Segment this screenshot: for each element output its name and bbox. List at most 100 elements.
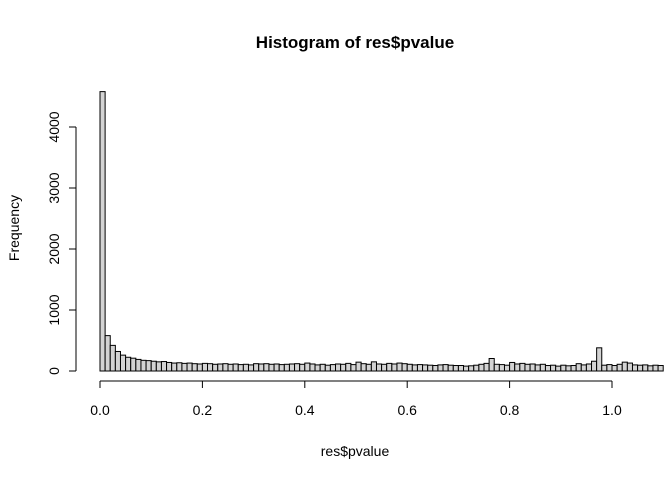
histogram-bar — [580, 364, 587, 372]
histogram-bar — [375, 363, 383, 372]
histogram-bar — [463, 365, 470, 372]
histogram-bar — [350, 364, 357, 372]
histogram-bar — [268, 363, 275, 372]
histogram-bar — [150, 360, 157, 372]
histogram-bar — [406, 363, 413, 372]
histogram-bar — [130, 357, 137, 372]
histogram-bar — [422, 364, 429, 372]
histogram-bar — [278, 364, 285, 372]
histogram-bar — [478, 363, 485, 372]
histogram-bar — [314, 364, 321, 372]
histogram-bar — [176, 362, 183, 372]
y-tick-label: 3000 — [46, 172, 62, 203]
histogram-bar — [355, 361, 362, 372]
histogram-bar — [258, 363, 265, 372]
histogram-bar — [288, 363, 296, 372]
histogram-bar — [447, 364, 454, 372]
x-tick-label: 0.0 — [90, 402, 110, 418]
histogram-bar — [488, 358, 495, 372]
histogram-bar — [591, 360, 598, 372]
histogram-bar — [570, 365, 577, 372]
histogram-bar — [514, 363, 521, 372]
x-tick-label: 0.2 — [193, 402, 213, 418]
histogram-bar — [381, 363, 388, 372]
histogram-bar — [457, 365, 465, 372]
histogram-bar — [201, 362, 209, 372]
x-axis: 0.0 0.2 0.4 0.6 0.8 1.0 — [90, 380, 622, 418]
y-axis-label: Frequency — [6, 195, 22, 261]
histogram-bar — [621, 361, 628, 372]
histogram-bar — [657, 365, 664, 372]
histogram-bar — [160, 361, 168, 372]
histogram-bar — [125, 356, 132, 372]
histogram-bar — [560, 364, 567, 372]
histogram-bar — [345, 362, 352, 372]
histogram-bar — [631, 364, 639, 372]
histogram-bar — [452, 365, 459, 372]
histogram-bar — [324, 364, 331, 372]
histogram-bar — [534, 364, 541, 372]
histogram-bar — [585, 363, 593, 372]
histogram-bar — [386, 362, 393, 372]
histogram-bar — [222, 363, 229, 372]
histogram-bar — [232, 363, 239, 372]
histogram-bar — [237, 364, 244, 372]
histogram-bar — [652, 364, 659, 372]
histogram-bar — [329, 364, 337, 372]
histogram-bar — [642, 364, 649, 372]
histogram-bar — [335, 363, 342, 372]
histogram-bar — [309, 363, 316, 372]
histogram-bar — [114, 350, 121, 372]
histogram-bar — [227, 363, 234, 372]
histogram-bar — [427, 364, 434, 372]
histogram-bar — [340, 363, 347, 372]
chart-title: Histogram of res$pvalue — [256, 33, 454, 52]
histogram-bar — [601, 364, 608, 372]
histogram-bar — [145, 360, 152, 372]
histogram-bar — [304, 362, 311, 372]
histogram-bar — [253, 363, 260, 372]
y-tick-label: 1000 — [46, 294, 62, 325]
histogram-bar — [191, 363, 198, 372]
histogram-bar — [391, 363, 398, 372]
histogram-bar — [401, 363, 408, 372]
histogram-bar — [437, 364, 444, 372]
histogram-bar — [247, 364, 255, 372]
y-tick-label: 0 — [46, 367, 62, 375]
x-tick-label: 0.4 — [295, 402, 315, 418]
histogram-bar — [442, 364, 449, 372]
histogram-bar — [503, 364, 511, 372]
histogram-bar — [544, 365, 552, 372]
histogram-bar — [135, 358, 142, 372]
histogram-bar — [550, 364, 557, 372]
histogram-bar — [498, 364, 505, 372]
histogram-bar — [263, 363, 270, 372]
histogram-bar — [611, 365, 618, 372]
histogram-bar — [242, 363, 249, 372]
histogram-bar — [473, 364, 480, 372]
histogram-bar — [109, 344, 116, 372]
histogram-bar — [181, 362, 188, 372]
histogram-bar — [416, 364, 424, 372]
histogram-bar — [483, 362, 490, 372]
histogram-bar — [529, 363, 536, 372]
histogram-bar — [575, 363, 582, 372]
histogram-bar — [637, 364, 644, 372]
histogram-bar — [319, 363, 326, 372]
histogram-bar — [396, 362, 403, 372]
histogram-bar — [365, 363, 372, 372]
histogram-bar — [283, 363, 290, 372]
histogram-bar — [519, 362, 526, 372]
x-tick-label: 0.6 — [397, 402, 417, 418]
histogram-bar — [155, 361, 162, 372]
histogram-bar — [370, 361, 377, 372]
histogram-bar — [207, 363, 214, 372]
histogram-bar — [555, 365, 562, 372]
histogram-bar — [468, 365, 475, 372]
histogram-bar — [411, 364, 418, 372]
y-tick-label: 4000 — [46, 111, 62, 142]
histogram-bar — [166, 361, 173, 372]
histogram-bar — [217, 363, 224, 372]
histogram-bar — [186, 362, 193, 372]
histogram-bar — [524, 363, 531, 372]
